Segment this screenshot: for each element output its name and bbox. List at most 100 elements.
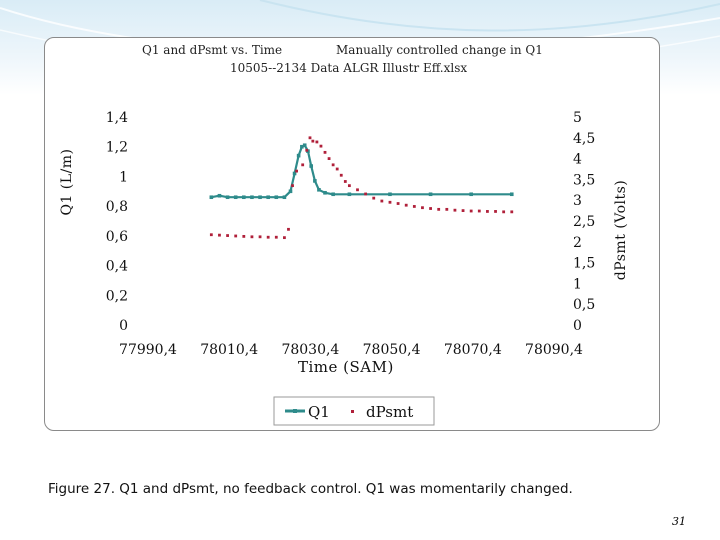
data-point-q1 (509, 192, 514, 197)
data-point-q1 (242, 195, 246, 200)
chart-title-right: Manually controlled change in Q1 (336, 43, 543, 57)
y-tick-left-label: 0,4 (106, 259, 128, 275)
x-tick-label: 78010,4 (200, 342, 258, 358)
y-tick-right-label: 4 (573, 152, 582, 168)
data-point-dpsmt (494, 210, 497, 213)
data-point-q1 (428, 192, 433, 197)
data-point-q1 (274, 195, 279, 200)
data-point-dpsmt (339, 173, 343, 177)
data-point-dpsmt (319, 144, 323, 148)
data-point-dpsmt (323, 150, 327, 154)
data-point-dpsmt (380, 199, 384, 203)
data-point-q1 (209, 195, 214, 200)
data-point-dpsmt (226, 234, 229, 237)
data-point-dpsmt (250, 235, 254, 239)
y-tick-right-label: 1 (573, 276, 582, 292)
data-point-dpsmt (274, 235, 278, 239)
data-point-q1 (282, 195, 287, 200)
series-line-q1 (211, 144, 512, 199)
y-axis-label-left: Q1 (L/m) (59, 148, 75, 216)
data-point-dpsmt (404, 203, 408, 207)
figure-caption: Figure 27. Q1 and dPsmt, no feedback con… (48, 481, 573, 497)
data-point-dpsmt (311, 139, 315, 143)
data-point-dpsmt (266, 235, 270, 239)
x-tick-label: 78050,4 (363, 342, 421, 358)
legend-dpsmt-marker (351, 410, 354, 413)
y-tick-left-label: 0,6 (106, 229, 128, 245)
data-point-dpsmt (218, 233, 221, 237)
data-point-dpsmt (421, 206, 424, 210)
y-tick-left-label: 1 (119, 169, 128, 185)
y-tick-right-label: 4,5 (573, 131, 595, 147)
data-point-q1 (388, 192, 392, 197)
x-axis-label: Time (SAM) (298, 358, 394, 376)
data-point-dpsmt (242, 234, 246, 238)
y-tick-right-label: 3,5 (573, 172, 595, 188)
data-point-dpsmt (461, 209, 465, 212)
data-point-dpsmt (469, 209, 473, 213)
x-tick-label: 78030,4 (281, 342, 339, 358)
data-point-dpsmt (343, 180, 347, 183)
data-point-dpsmt (331, 163, 335, 167)
data-point-dpsmt (486, 210, 489, 213)
data-point-dpsmt (502, 210, 506, 214)
data-point-dpsmt (335, 167, 339, 171)
y-tick-right-label: 5 (573, 110, 582, 126)
data-point-dpsmt (291, 184, 294, 188)
data-point-dpsmt (437, 207, 441, 211)
data-point-dpsmt (347, 184, 351, 188)
y-tick-left-label: 1,2 (106, 140, 128, 156)
page-number: 31 (672, 515, 686, 528)
data-point-q1 (309, 164, 314, 168)
data-point-q1 (217, 193, 222, 198)
chart-subtitle: 10505--2134 Data ALGR Illustr Eff.xlsx (230, 61, 468, 75)
data-point-dpsmt (388, 200, 392, 204)
data-point-q1 (233, 195, 238, 200)
chart-title-left: Q1 and dPsmt vs. Time (142, 43, 283, 57)
y-tick-right-label: 0,5 (573, 297, 595, 313)
data-point-q1 (296, 153, 301, 158)
data-point-q1 (331, 192, 335, 197)
data-point-q1 (302, 143, 307, 148)
data-point-q1 (313, 179, 317, 183)
data-point-q1 (317, 188, 321, 192)
x-tick-label: 78090,4 (525, 342, 583, 358)
data-point-q1 (225, 195, 230, 200)
data-point-dpsmt (209, 233, 213, 237)
data-point-q1 (258, 195, 262, 200)
y-tick-right-label: 1,5 (573, 256, 595, 272)
y-tick-right-label: 2,5 (573, 214, 595, 230)
data-point-q1 (323, 190, 327, 195)
data-point-dpsmt (445, 207, 449, 211)
data-point-dpsmt (283, 236, 286, 240)
data-point-dpsmt (295, 169, 298, 173)
data-point-q1 (292, 171, 297, 176)
x-tick-label: 77990,4 (119, 342, 177, 358)
data-point-dpsmt (364, 192, 368, 196)
y-tick-right-label: 3 (573, 193, 582, 209)
data-point-dpsmt (287, 227, 290, 231)
data-point-dpsmt (301, 163, 305, 167)
data-point-dpsmt (356, 188, 359, 192)
data-point-dpsmt (308, 136, 312, 140)
y-tick-left-label: 0 (119, 318, 128, 334)
y-axis-label-right: dPsmt (Volts) (613, 179, 629, 281)
y-tick-left-label: 0,8 (106, 199, 128, 215)
legend-q1-label: Q1 (308, 403, 330, 421)
data-point-dpsmt (477, 209, 481, 213)
x-tick-label: 78070,4 (444, 342, 502, 358)
data-point-dpsmt (412, 205, 416, 208)
data-point-q1 (250, 195, 254, 200)
y-tick-right-label: 2 (573, 235, 582, 251)
legend-dpsmt-label: dPsmt (366, 403, 413, 421)
y-tick-right-label: 0 (573, 318, 582, 334)
data-point-q1 (266, 195, 270, 200)
legend-q1-point (293, 409, 297, 413)
data-point-q1 (347, 192, 352, 197)
data-point-dpsmt (234, 234, 238, 238)
data-point-dpsmt (327, 157, 331, 160)
data-point-dpsmt (510, 210, 514, 214)
data-point-dpsmt (305, 148, 309, 152)
chart-frame (44, 37, 660, 431)
